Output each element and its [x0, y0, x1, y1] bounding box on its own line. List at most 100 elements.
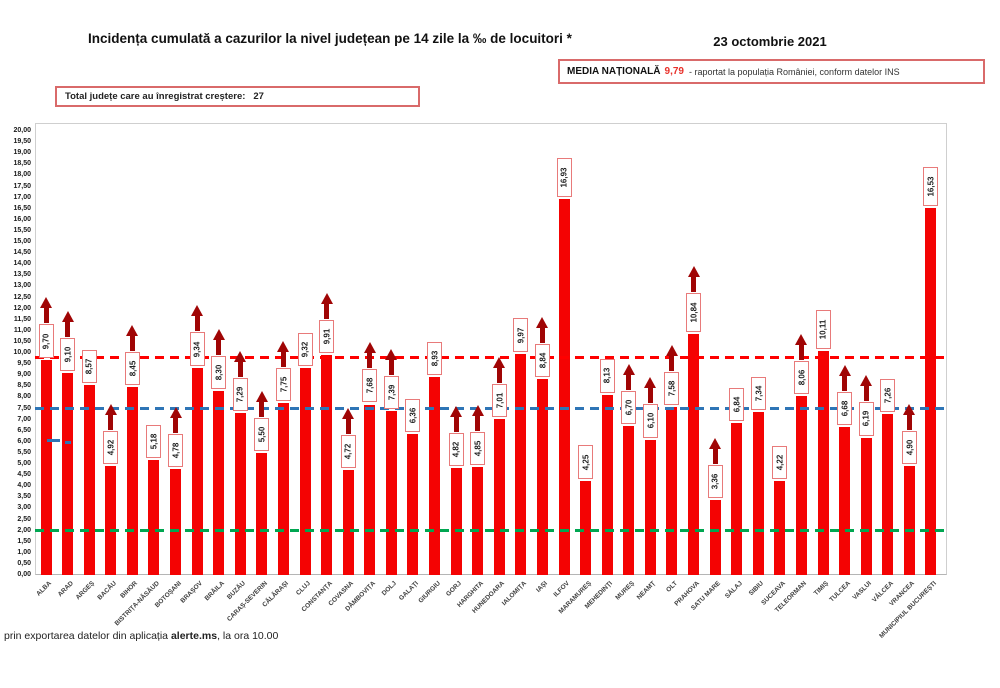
increase-arrow-icon [254, 390, 270, 417]
bar-caraș-severin [256, 452, 268, 575]
value-label: 8,45 [124, 352, 140, 386]
value-label-text: 10,11 [818, 319, 828, 339]
bar-covasna [342, 470, 354, 575]
y-axis-tick-label: 12,00 [13, 304, 31, 312]
national-average-label: MEDIA NAȚIONALĂ [567, 66, 661, 77]
increase-arrow-icon [211, 328, 227, 355]
y-axis-tick-label: 18,00 [13, 171, 31, 179]
increase-arrow-icon [901, 404, 917, 431]
value-label-text: 6,10 [645, 413, 655, 429]
value-label-text: 5,50 [257, 426, 267, 443]
value-label: 7,01 [491, 384, 507, 418]
bar-sibiu [752, 412, 764, 575]
blue-tick-marker [64, 441, 71, 445]
value-label-text: 4,90 [904, 439, 914, 456]
increase-arrow-icon [793, 333, 809, 360]
national-average-note: - raportat la populația României, confor… [688, 66, 900, 77]
y-axis-tick-label: 14,50 [13, 249, 31, 257]
value-label: 3,36 [707, 465, 723, 499]
value-label: 7,34 [750, 376, 766, 411]
y-axis-tick-label: 17,00 [13, 193, 31, 201]
y-axis-tick-label: 7,00 [17, 415, 31, 423]
value-label: 16,93 [556, 158, 572, 198]
bar-timiș [817, 350, 829, 575]
export-note-suffix: , la ora 10.00 [217, 630, 279, 642]
national-average-value: 9,79 [664, 66, 684, 77]
bar-buzău [234, 413, 246, 575]
value-label: 4,72 [340, 435, 356, 469]
bar-arad [62, 372, 74, 575]
value-label: 7,39 [383, 375, 399, 409]
increase-arrow-icon [621, 364, 637, 391]
value-label-text: 9,34 [192, 341, 202, 357]
bar-bistrița-năsăud [148, 460, 160, 575]
value-label-text: 6,36 [408, 407, 418, 423]
value-label: 7,58 [664, 371, 680, 405]
value-label: 6,19 [858, 402, 874, 436]
value-label: 4,22 [772, 446, 788, 480]
total-increase-box: Total județe care au înregistrat creșter… [55, 86, 420, 107]
bar-bihor [126, 387, 138, 575]
bar-botoșani [170, 468, 181, 575]
value-label: 16,53 [923, 167, 939, 207]
value-label: 4,82 [448, 432, 464, 466]
increase-arrow-icon [686, 266, 702, 293]
value-label-text: 9,10 [63, 346, 73, 363]
value-label-text: 7,75 [278, 376, 288, 393]
bar-teleorman [795, 396, 807, 575]
value-label-text: 7,26 [883, 387, 893, 404]
value-label: 6,36 [405, 398, 421, 432]
y-axis-tick-label: 19,50 [13, 138, 31, 146]
bar-cluj [299, 368, 311, 575]
bar-călărași [277, 402, 289, 575]
increase-arrow-icon [534, 316, 550, 343]
bar-argeș [83, 384, 95, 575]
y-axis-tick-label: 0,50 [17, 559, 31, 567]
y-axis-tick-label: 11,50 [13, 315, 31, 323]
increase-arrow-icon [383, 348, 399, 375]
y-axis-tick-label: 14,00 [13, 260, 31, 268]
bar-gorj [450, 467, 462, 575]
y-axis-tick-label: 12,50 [13, 293, 31, 301]
bar-satu-mare [709, 500, 721, 575]
value-label: 5,18 [146, 424, 162, 458]
threshold-2-0-dashed-line [35, 529, 947, 533]
value-label: 6,84 [729, 387, 745, 422]
national-average-box: MEDIA NAȚIONALĂ 9,79 - raportat la popul… [558, 59, 985, 84]
increase-arrow-icon [470, 405, 486, 432]
total-increase-label: Total județe care au înregistrat creșter… [65, 91, 246, 102]
value-label-text: 7,34 [753, 385, 763, 402]
value-label: 4,85 [470, 432, 486, 466]
value-label-text: 8,30 [214, 364, 224, 380]
y-axis-tick-label: 15,00 [13, 238, 31, 245]
bar-olt [666, 406, 678, 575]
value-label-text: 7,39 [386, 384, 396, 401]
bar-brașov [191, 367, 203, 575]
bar-mureș [623, 426, 635, 575]
value-label-text: 6,70 [624, 399, 634, 416]
bar-vrancea [903, 466, 915, 575]
value-label: 9,91 [319, 319, 335, 353]
value-label-text: 5,18 [149, 433, 159, 450]
bar-dâmbovița [364, 404, 376, 575]
y-axis-tick-label: 4,00 [17, 482, 31, 490]
value-label-text: 7,68 [365, 378, 375, 394]
value-label-text: 8,45 [127, 361, 137, 377]
increase-arrow-icon [837, 364, 853, 391]
y-axis-tick-label: 2,00 [17, 526, 31, 534]
value-label-text: 4,85 [473, 440, 483, 457]
bar-dolj [385, 410, 397, 575]
value-label: 7,75 [275, 367, 291, 401]
bar-constanța [321, 354, 333, 575]
bar-ialomița [515, 353, 527, 575]
value-label-text: 9,91 [322, 328, 332, 345]
y-axis-tick-label: 6,50 [17, 426, 31, 434]
bar-maramureș [580, 480, 592, 575]
y-axis-tick-label: 16,00 [13, 215, 31, 223]
value-label-text: 7,01 [494, 392, 504, 409]
y-axis-tick-label: 13,50 [13, 271, 31, 279]
bar-brăila [213, 390, 225, 575]
value-label: 4,25 [578, 445, 594, 479]
y-axis-tick-label: 8,00 [17, 393, 31, 401]
increase-arrow-icon [362, 342, 378, 369]
